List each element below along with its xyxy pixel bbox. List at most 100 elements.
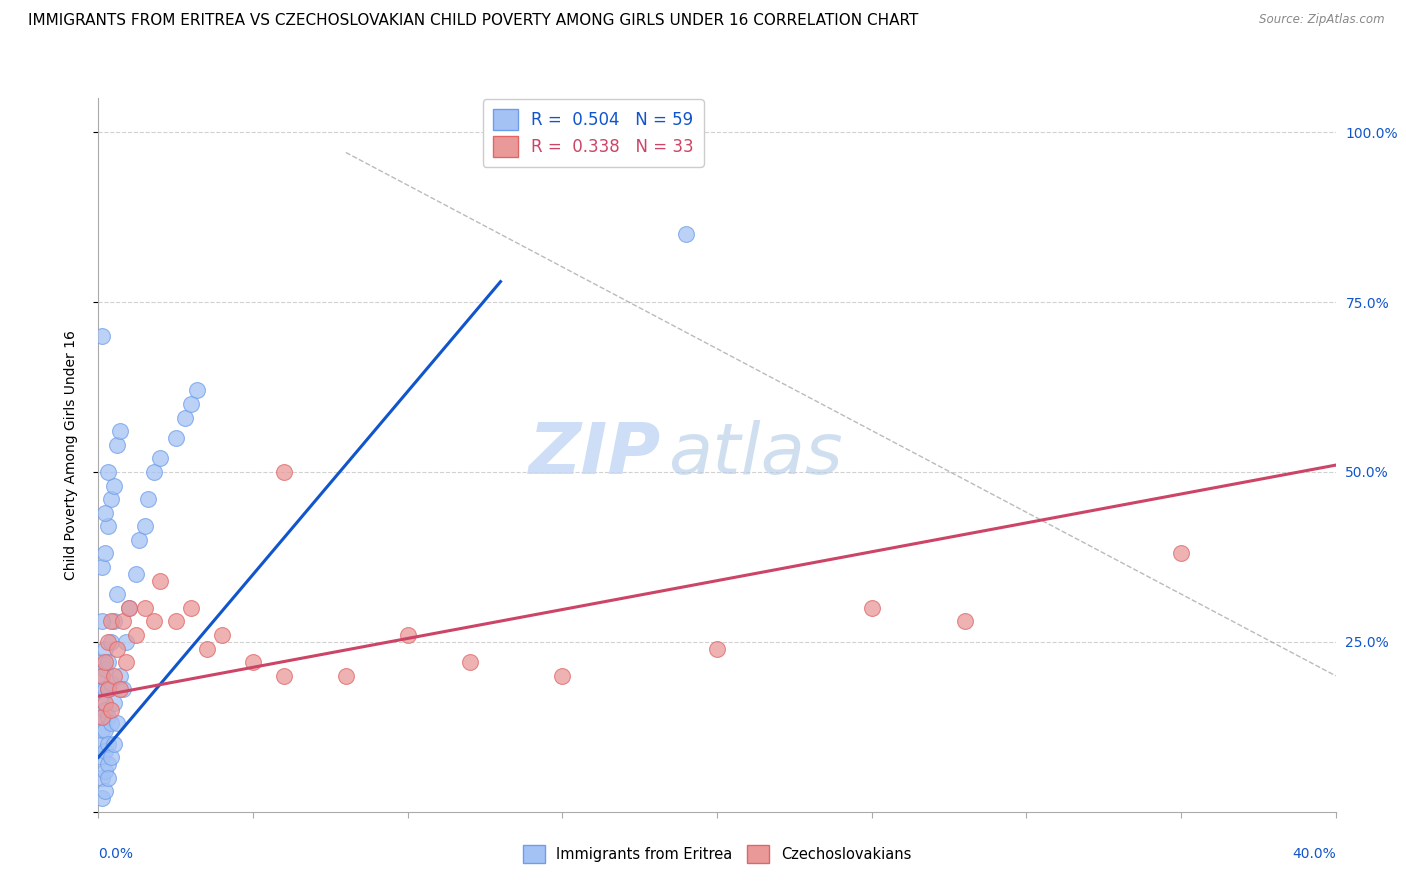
Point (186, 384, 208, 398)
Point (100, 675, 122, 690)
Point (273, 465, 295, 479)
Point (112, 615, 135, 629)
Text: ZIP: ZIP (529, 420, 661, 490)
Point (706, 641, 728, 656)
Point (115, 635, 138, 649)
Point (112, 682, 135, 697)
Point (335, 669, 357, 683)
Point (93, 764, 115, 778)
Point (90, 329, 112, 343)
Point (97, 655, 120, 669)
Point (108, 424, 131, 438)
Point (396, 628, 419, 642)
Point (100, 615, 122, 629)
Point (105, 587, 128, 601)
Point (165, 615, 187, 629)
Point (97, 635, 120, 649)
Point (134, 519, 156, 533)
Point (90, 709, 112, 723)
Point (118, 600, 141, 615)
Point (128, 533, 150, 547)
Point (100, 703, 122, 717)
Point (90, 737, 112, 751)
Point (273, 669, 295, 683)
Point (174, 410, 197, 425)
Point (93, 546, 115, 560)
Point (165, 431, 187, 445)
Point (211, 628, 233, 642)
Point (97, 682, 120, 697)
Point (458, 655, 481, 669)
Point (143, 465, 166, 479)
Point (93, 723, 115, 738)
Point (675, 227, 697, 241)
Point (124, 566, 146, 581)
Point (97, 465, 120, 479)
Point (100, 492, 122, 507)
Point (100, 716, 122, 731)
Point (103, 737, 125, 751)
Point (97, 519, 120, 533)
Point (93, 682, 115, 697)
Point (195, 641, 218, 656)
Point (860, 600, 883, 615)
Point (90, 709, 112, 723)
Point (100, 750, 122, 764)
Point (115, 655, 138, 669)
Point (90, 669, 112, 683)
Text: IMMIGRANTS FROM ERITREA VS CZECHOSLOVAKIAN CHILD POVERTY AMONG GIRLS UNDER 16 CO: IMMIGRANTS FROM ERITREA VS CZECHOSLOVAKI… (28, 13, 918, 29)
Point (90, 771, 112, 785)
Point (90, 560, 112, 574)
Point (93, 655, 115, 669)
Point (124, 628, 146, 642)
Point (105, 641, 128, 656)
Text: atlas: atlas (668, 420, 842, 490)
Point (118, 600, 141, 615)
Point (97, 682, 120, 697)
Point (90, 696, 112, 710)
Point (90, 682, 112, 697)
Point (93, 662, 115, 676)
Point (953, 615, 976, 629)
Point (242, 655, 264, 669)
Point (180, 397, 202, 411)
Point (97, 709, 120, 723)
Text: Source: ZipAtlas.com: Source: ZipAtlas.com (1260, 13, 1385, 27)
Y-axis label: Child Poverty Among Girls Under 16: Child Poverty Among Girls Under 16 (63, 330, 77, 580)
Point (97, 771, 120, 785)
Point (105, 716, 128, 731)
Legend: Immigrants from Eritrea, Czechoslovakians: Immigrants from Eritrea, Czechoslovakian… (517, 839, 917, 869)
Point (93, 784, 115, 798)
Point (103, 478, 125, 492)
Point (134, 600, 156, 615)
Point (90, 791, 112, 805)
Point (90, 615, 112, 629)
Point (143, 615, 166, 629)
Point (108, 682, 131, 697)
Point (551, 669, 574, 683)
Point (97, 737, 120, 751)
Point (100, 635, 122, 649)
Point (108, 669, 131, 683)
Point (105, 438, 128, 452)
Point (149, 451, 172, 466)
Point (93, 696, 115, 710)
Point (103, 669, 125, 683)
Point (93, 703, 115, 717)
Point (93, 506, 115, 520)
Point (90, 723, 112, 738)
Point (1170, 546, 1192, 560)
Point (97, 757, 120, 772)
Point (136, 492, 159, 507)
Point (103, 615, 125, 629)
Point (90, 669, 112, 683)
Text: 0.0%: 0.0% (98, 847, 134, 862)
Point (149, 574, 172, 588)
Point (90, 750, 112, 764)
Point (93, 641, 115, 656)
Point (103, 696, 125, 710)
Text: 40.0%: 40.0% (1292, 847, 1336, 862)
Point (180, 600, 202, 615)
Point (93, 743, 115, 757)
Point (90, 655, 112, 669)
